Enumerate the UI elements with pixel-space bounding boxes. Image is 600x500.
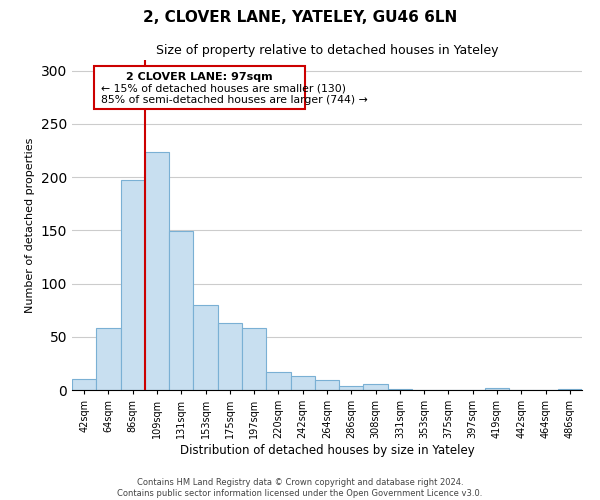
X-axis label: Distribution of detached houses by size in Yateley: Distribution of detached houses by size …: [179, 444, 475, 457]
FancyBboxPatch shape: [94, 66, 305, 109]
Bar: [121, 180, 145, 390]
Text: 2, CLOVER LANE, YATELEY, GU46 6LN: 2, CLOVER LANE, YATELEY, GU46 6LN: [143, 10, 457, 25]
Text: ← 15% of detached houses are smaller (130): ← 15% of detached houses are smaller (13…: [101, 84, 346, 94]
Bar: [145, 152, 169, 390]
Bar: [290, 376, 315, 390]
Text: 85% of semi-detached houses are larger (744) →: 85% of semi-detached houses are larger (…: [101, 95, 368, 105]
Text: 2 CLOVER LANE: 97sqm: 2 CLOVER LANE: 97sqm: [126, 72, 273, 82]
Title: Size of property relative to detached houses in Yateley: Size of property relative to detached ho…: [156, 44, 498, 58]
Bar: [266, 372, 290, 390]
Bar: [96, 328, 121, 390]
Bar: [193, 305, 218, 390]
Bar: [169, 232, 193, 390]
Bar: [364, 384, 388, 390]
Bar: [558, 389, 582, 390]
Bar: [485, 388, 509, 390]
Bar: [218, 323, 242, 390]
Bar: [72, 380, 96, 390]
Bar: [242, 328, 266, 390]
Bar: [388, 389, 412, 390]
Text: Contains HM Land Registry data © Crown copyright and database right 2024.
Contai: Contains HM Land Registry data © Crown c…: [118, 478, 482, 498]
Bar: [315, 380, 339, 390]
Y-axis label: Number of detached properties: Number of detached properties: [25, 138, 35, 312]
Bar: [339, 386, 364, 390]
